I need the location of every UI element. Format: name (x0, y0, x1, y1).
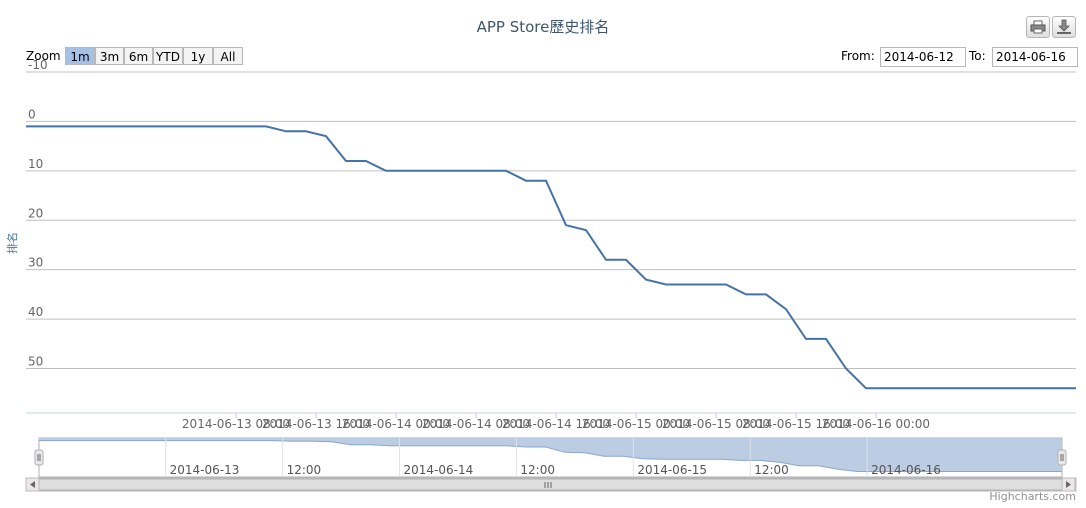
navigator-label: 2014-06-14 (403, 463, 473, 477)
y-tick-label: 40 (28, 305, 43, 319)
navigator-label: 12:00 (520, 463, 555, 477)
x-tick-label: 2014-06-13 08:00 (182, 417, 290, 431)
chart-title: APP Store歷史排名 (476, 18, 610, 36)
y-axis: -10 0 10 20 30 40 50 (28, 58, 48, 369)
export-button[interactable] (1052, 16, 1076, 38)
scrollbar-right-arrow[interactable] (1061, 477, 1076, 492)
y-tick-label: 30 (28, 256, 43, 270)
series-line (26, 125, 1076, 390)
navigator[interactable]: 2014-06-13 12:00 2014-06-14 12:00 2014-06-15… (34, 437, 1067, 478)
grid-lines (26, 71, 1076, 414)
y-tick-label: 50 (28, 355, 43, 369)
navigator-label: 2014-06-16 (871, 463, 941, 477)
printer-icon (1030, 20, 1046, 34)
navigator-label: 12:00 (287, 463, 322, 477)
from-label: From: (841, 49, 875, 63)
navigator-handle-right[interactable] (1057, 449, 1067, 466)
x-tick-label: 2014-06-13 16:00 (262, 417, 370, 431)
zoom-button-ytd[interactable]: YTD (153, 47, 183, 65)
x-tick-label: 2014-06-15 16:00 (742, 417, 850, 431)
zoom-button-all[interactable]: All (213, 47, 243, 65)
y-tick-label: -10 (28, 58, 48, 72)
download-icon (1057, 19, 1071, 34)
x-tick-label: 2014-06-15 08:00 (662, 417, 770, 431)
scrollbar-left-arrow[interactable] (25, 477, 40, 492)
x-tick-label: 2014-06-15 00:00 (582, 417, 690, 431)
zoom-button-6m[interactable]: 6m (124, 47, 153, 65)
navigator-series-area (39, 438, 1062, 472)
navigator-handle-left[interactable] (34, 449, 44, 466)
y-axis-title: 排名 (5, 232, 19, 254)
y-tick-label: 10 (28, 157, 43, 171)
x-tick-label: 2014-06-14 16:00 (502, 417, 610, 431)
zoom-button-3m[interactable]: 3m (95, 47, 124, 65)
navigator-label: 12:00 (754, 463, 789, 477)
to-date-input[interactable]: 2014-06-16 (992, 47, 1078, 67)
y-tick-label: 0 (28, 107, 36, 121)
print-button[interactable] (1026, 16, 1050, 38)
x-tick-label: 2014-06-16 00:00 (822, 417, 930, 431)
x-tick-label: 2014-06-14 08:00 (422, 417, 530, 431)
scrollbar[interactable] (25, 477, 1077, 492)
navigator-label: 2014-06-13 (170, 463, 240, 477)
highcharts-credit[interactable]: Highcharts.com (989, 490, 1076, 503)
zoom-button-1y[interactable]: 1y (183, 47, 213, 65)
navigator-series-line (39, 440, 1062, 472)
x-tick-label: 2014-06-14 00:00 (342, 417, 450, 431)
navigator-label: 2014-06-15 (637, 463, 707, 477)
y-tick-label: 20 (28, 206, 43, 220)
from-date-input[interactable]: 2014-06-12 (880, 47, 966, 67)
zoom-label: Zoom (26, 49, 61, 63)
zoom-button-1m[interactable]: 1m (65, 47, 95, 65)
to-label: To: (969, 49, 986, 63)
